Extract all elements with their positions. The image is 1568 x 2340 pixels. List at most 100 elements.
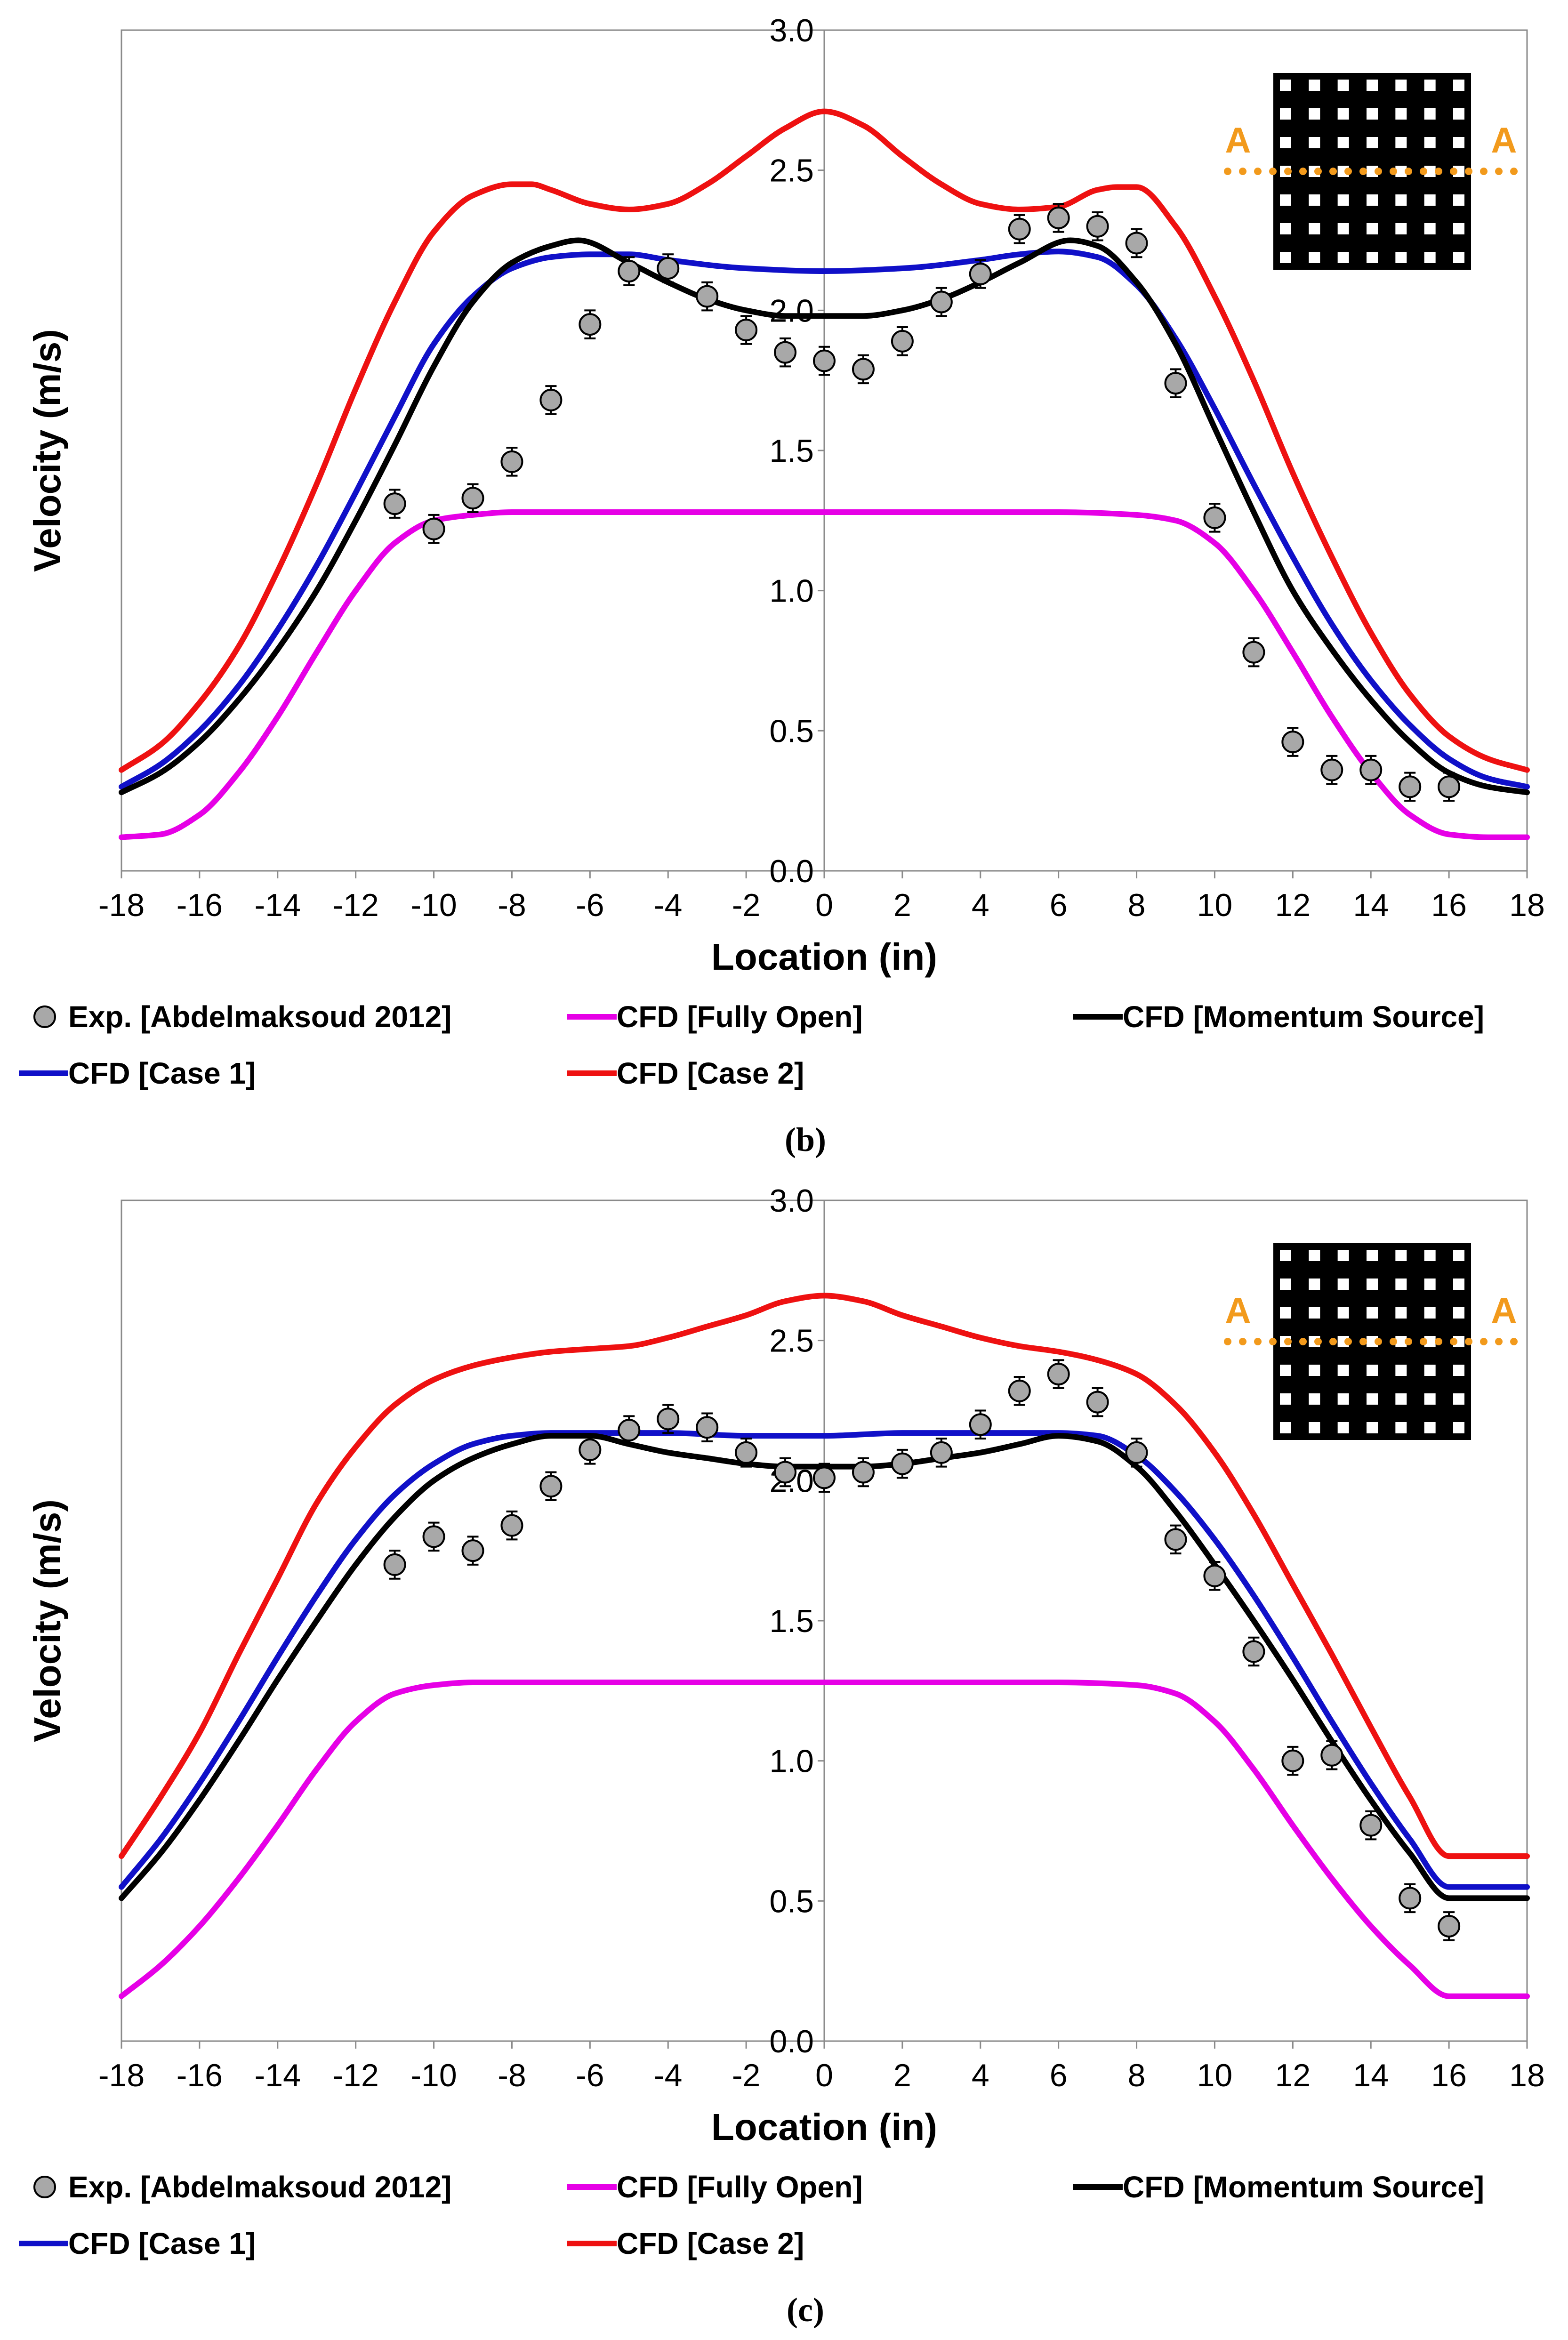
legend-marker-exp	[33, 2176, 56, 2198]
inset-grid-hole	[1280, 1365, 1291, 1376]
section-line-dot	[1254, 168, 1262, 175]
inset-grid-hole	[1395, 1307, 1407, 1319]
inset-grid-hole	[1453, 1365, 1464, 1376]
inset-grid-hole	[1424, 1422, 1436, 1433]
legend-label-case1: CFD [Case 1]	[68, 1056, 256, 1090]
y-tick-label: 2.5	[769, 153, 814, 189]
inset-grid-hole	[1453, 252, 1464, 263]
x-tick-label: -12	[333, 887, 379, 923]
inset-grid-hole	[1424, 194, 1436, 206]
inset-grid-hole	[1424, 108, 1436, 120]
section-line-dot	[1344, 168, 1352, 175]
inset-grid-hole	[1395, 1250, 1407, 1261]
x-tick-label: 8	[1128, 887, 1146, 923]
inset-grid-hole	[1367, 1365, 1378, 1376]
inset-grid-hole	[1337, 80, 1349, 91]
inset-grid-hole	[1395, 1422, 1407, 1433]
section-line-dot	[1435, 1338, 1442, 1345]
inset-grid-hole	[1424, 252, 1436, 263]
exp-data-point	[1320, 1744, 1343, 1767]
legend-label-momentum: CFD [Momentum Source]	[1123, 2170, 1484, 2204]
series-line-case1	[119, 1430, 1530, 1890]
exp-data-point	[774, 341, 797, 364]
inset-grid-hole	[1280, 1422, 1291, 1433]
section-line-dot	[1299, 168, 1307, 175]
inset-grid-hole	[1367, 80, 1378, 91]
inset-grid-hole	[1309, 137, 1320, 148]
y-tick-label: 1.0	[769, 1744, 814, 1779]
x-tick-label: 0	[815, 2058, 833, 2093]
exp-data-point	[891, 330, 914, 353]
exp-data-point	[1008, 217, 1031, 241]
y-tick-label: 0.5	[769, 713, 814, 749]
exp-data-point	[1086, 1391, 1109, 1414]
inset-grid-hole	[1367, 1393, 1378, 1405]
inset-grid-hole	[1453, 137, 1464, 148]
inset-grid-hole	[1453, 1250, 1464, 1261]
inset-grid-hole	[1424, 1307, 1436, 1319]
x-tick-label: 4	[972, 887, 989, 923]
exp-data-point	[1008, 1379, 1031, 1402]
y-tick-label: 0.0	[769, 853, 814, 889]
section-line-dot	[1314, 1338, 1322, 1345]
inset-grid-hole	[1337, 1307, 1349, 1319]
section-line-dot	[1510, 168, 1518, 175]
inset-grid-hole	[1367, 108, 1378, 120]
inset-grid-hole	[1453, 80, 1464, 91]
section-line-dot	[1359, 1338, 1367, 1345]
exp-data-point	[774, 1461, 797, 1484]
x-axis-title: Location (in)	[711, 936, 937, 978]
section-line-dot	[1465, 1338, 1472, 1345]
x-tick-label: 16	[1431, 887, 1467, 923]
chart-panel-b: 0.0 0.5 1.0 1.5 2.0 2.5 3.0 -18 -16 -14 -12 -10 -8 -6…	[19, 13, 1545, 1158]
inset-grid-hole	[1309, 80, 1320, 91]
exp-data-point	[1281, 1749, 1304, 1772]
inset-grid-hole	[1453, 194, 1464, 206]
section-line-dot	[1450, 168, 1457, 175]
exp-data-point	[657, 1407, 680, 1431]
x-tick-label: 8	[1128, 2058, 1146, 2093]
inset-grid-hole	[1453, 1279, 1464, 1290]
section-line-dot	[1465, 168, 1472, 175]
section-line-dot	[1375, 168, 1382, 175]
inset-grid-hole	[1453, 108, 1464, 120]
section-line-dot	[1390, 1338, 1397, 1345]
x-tick-label: 6	[1050, 887, 1068, 923]
inset-grid-hole	[1280, 1279, 1291, 1290]
inset-grid-hole	[1309, 252, 1320, 263]
inset-grid-hole	[1280, 1307, 1291, 1319]
exp-data-point	[1438, 775, 1461, 798]
exp-data-point	[539, 388, 563, 411]
inset-grid-hole	[1280, 1250, 1291, 1261]
inset-grid-hole	[1280, 223, 1291, 234]
section-line-dot	[1405, 168, 1412, 175]
y-tick-label: 0.0	[769, 2024, 814, 2059]
x-tick-label: -14	[255, 887, 301, 923]
inset-grid-hole	[1395, 137, 1407, 148]
x-tick-label: -4	[654, 887, 682, 923]
section-line-dot	[1405, 1338, 1412, 1345]
exp-data-point	[618, 1419, 641, 1442]
inset-grid-hole	[1309, 194, 1320, 206]
x-tick-label: -16	[177, 2058, 223, 2093]
inset-grid-hole	[1337, 1279, 1349, 1290]
section-line-dot	[1495, 1338, 1503, 1345]
inset-grid-hole	[1309, 108, 1320, 120]
section-line-dot	[1239, 1338, 1246, 1345]
x-tick-label: -18	[98, 2058, 145, 2093]
exp-data-point	[696, 1416, 719, 1439]
inset-grid-hole	[1337, 252, 1349, 263]
exp-data-point	[1399, 775, 1422, 798]
inset-grid-hole	[1453, 1307, 1464, 1319]
inset-grid-hole	[1337, 1422, 1349, 1433]
y-tick-label: 3.0	[769, 13, 814, 48]
inset-grid-hole	[1453, 1393, 1464, 1405]
panel-caption: (c)	[787, 2291, 824, 2329]
exp-data-point	[1086, 215, 1109, 238]
section-line-dot	[1359, 168, 1367, 175]
exp-data-point	[1438, 1914, 1461, 1938]
section-line-dot	[1450, 1338, 1457, 1345]
x-tick-label: 10	[1197, 887, 1233, 923]
exp-data-point	[500, 1514, 523, 1537]
inset-grid-hole	[1424, 1279, 1436, 1290]
